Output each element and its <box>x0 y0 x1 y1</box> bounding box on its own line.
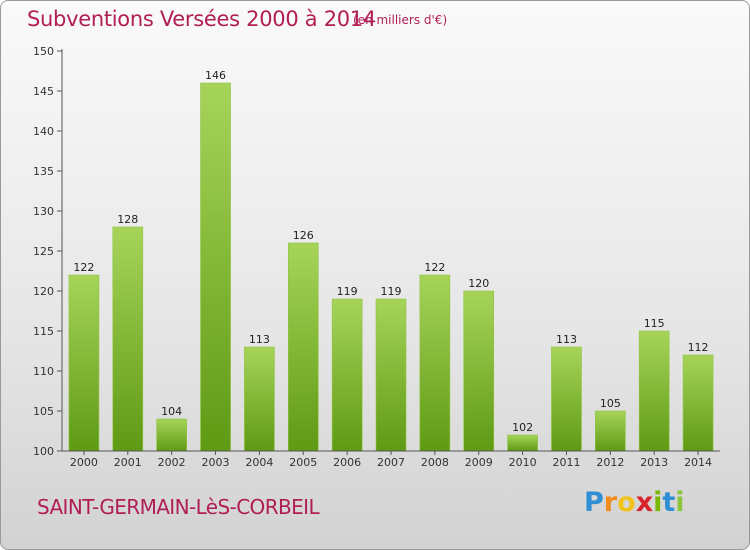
bar-value-label: 122 <box>424 261 445 274</box>
bar-value-label: 113 <box>249 333 270 346</box>
bar-value-label: 126 <box>293 229 314 242</box>
bar-value-label: 112 <box>688 341 709 354</box>
y-tick-label: 105 <box>33 405 54 418</box>
bar-2011 <box>551 346 582 452</box>
y-tick-label: 150 <box>33 45 54 58</box>
y-tick-label: 115 <box>33 325 54 338</box>
bar-value-label: 119 <box>381 285 402 298</box>
bar-value-label: 113 <box>556 333 577 346</box>
logo-letter: o <box>617 487 636 518</box>
bar-2002 <box>156 418 187 452</box>
x-tick-label: 2010 <box>509 456 537 469</box>
bar-2013 <box>638 330 670 452</box>
bar-value-label: 102 <box>512 421 533 434</box>
chart-unit-label: (en milliers d'€) <box>353 13 448 27</box>
x-tick-label: 2011 <box>552 456 580 469</box>
bar-2014 <box>682 354 714 452</box>
x-tick-label: 2008 <box>421 456 449 469</box>
bar-value-label: 128 <box>117 213 138 226</box>
x-tick-label: 2003 <box>202 456 230 469</box>
x-tick-label: 2001 <box>114 456 142 469</box>
y-tick-label: 120 <box>33 285 54 298</box>
bar-value-label: 122 <box>73 261 94 274</box>
logo-letter: r <box>603 487 618 518</box>
bar-2010 <box>507 434 538 452</box>
x-tick-label: 2007 <box>377 456 405 469</box>
x-tick-label: 2002 <box>158 456 186 469</box>
y-tick-label: 125 <box>33 245 54 258</box>
x-tick-label: 2012 <box>596 456 624 469</box>
logo-letter: i <box>653 487 663 518</box>
x-tick-label: 2005 <box>289 456 317 469</box>
bar-2012 <box>595 410 626 452</box>
bar-2003 <box>200 82 231 452</box>
x-tick-label: 2006 <box>333 456 361 469</box>
y-tick-label: 140 <box>33 125 54 138</box>
bar-value-label: 119 <box>337 285 358 298</box>
proxiti-logo[interactable]: Proxiti <box>584 487 685 518</box>
bar-value-label: 146 <box>205 69 226 82</box>
y-tick-label: 135 <box>33 165 54 178</box>
x-tick-label: 2014 <box>684 456 712 469</box>
bar-value-label: 115 <box>644 317 665 330</box>
bar-2009 <box>463 290 495 452</box>
bar-value-label: 120 <box>468 277 489 290</box>
chart-title: Subventions Versées 2000 à 2014 <box>27 7 376 31</box>
bar-value-label: 104 <box>161 405 182 418</box>
y-tick-label: 100 <box>33 445 54 458</box>
logo-letter: P <box>584 487 604 518</box>
x-tick-label: 2000 <box>70 456 98 469</box>
bar-2000 <box>68 274 100 452</box>
bar-2005 <box>287 242 319 452</box>
x-tick-label: 2013 <box>640 456 668 469</box>
y-tick-label: 145 <box>33 85 54 98</box>
bar-2004 <box>244 346 275 452</box>
y-tick-label: 130 <box>33 205 54 218</box>
y-tick-label: 110 <box>33 365 54 378</box>
logo-letter: x <box>635 487 654 518</box>
bar-value-label: 105 <box>600 397 621 410</box>
logo-letter: i <box>675 487 685 518</box>
bar-2001 <box>112 226 144 452</box>
logo-letter: t <box>662 487 676 518</box>
commune-name: SAINT-GERMAIN-LèS-CORBEIL <box>37 495 320 519</box>
x-tick-label: 2009 <box>465 456 493 469</box>
bar-2007 <box>375 298 407 452</box>
bar-2008 <box>419 274 451 452</box>
bar-2006 <box>331 298 363 452</box>
x-tick-label: 2004 <box>245 456 273 469</box>
